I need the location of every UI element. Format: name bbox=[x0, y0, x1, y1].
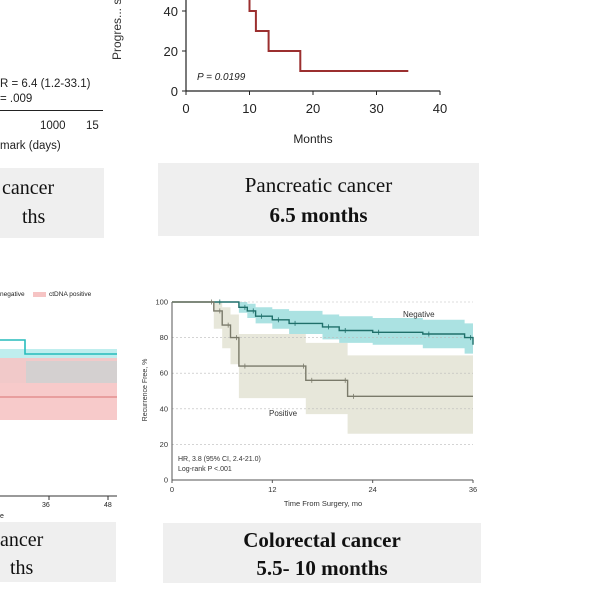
x-tick-label: 15 bbox=[86, 120, 99, 132]
km-curve-positive bbox=[172, 301, 473, 397]
x-axis-label: Time From Surgery, mo bbox=[284, 499, 362, 508]
confidence-band-negative bbox=[172, 302, 473, 370]
x-tick-label: 1000 bbox=[40, 120, 66, 132]
x-axis-label: mark (days) bbox=[0, 140, 61, 152]
top-right-caption: Pancreatic cancer 6.5 months bbox=[158, 163, 479, 236]
overlap-band bbox=[26, 361, 117, 383]
km-curve bbox=[248, 0, 409, 72]
series-label-positive: Positive bbox=[269, 409, 298, 418]
caption-line: 6.5 months bbox=[269, 203, 368, 227]
y-axis-label: Recurrence Free, % bbox=[142, 359, 149, 422]
y-axis-label: Progres... surv... bbox=[110, 0, 124, 60]
y-tick-label: 20 bbox=[164, 44, 178, 59]
hr-annotation: HR, 3.8 (95% CI, 2.4-21.0) bbox=[178, 456, 261, 463]
caption-line: ths bbox=[22, 206, 46, 228]
y-tick-label: 0 bbox=[171, 84, 178, 99]
y-tick-label: 40 bbox=[164, 4, 178, 19]
negative-curve bbox=[0, 339, 117, 355]
hr-text: R = 6.4 (1.2-33.1) bbox=[0, 78, 91, 90]
caption-line: cancer bbox=[2, 177, 55, 199]
legend-negative: negative bbox=[0, 291, 25, 298]
caption-line: ths bbox=[10, 557, 34, 579]
x-tick-label: 10 bbox=[242, 101, 256, 116]
x-tick-label: 48 bbox=[104, 502, 112, 509]
y-tick-label: 20 bbox=[160, 440, 168, 449]
p-value-text: = .009 bbox=[0, 93, 33, 105]
logrank-annotation: Log-rank P <.001 bbox=[178, 466, 232, 473]
x-tick-label: 30 bbox=[369, 101, 383, 116]
left-km-chart bbox=[0, 339, 117, 500]
x-axis-label: Months bbox=[293, 132, 332, 146]
bottom-right-caption: Colorectal cancer 5.5- 10 months bbox=[163, 523, 481, 583]
x-tick-label: 36 bbox=[469, 485, 477, 494]
x-tick-label: 20 bbox=[306, 101, 320, 116]
x-axis-label: e bbox=[0, 513, 4, 520]
caption-line: Colorectal cancer bbox=[243, 528, 401, 552]
top-left-caption: cancer ths bbox=[0, 168, 104, 238]
y-tick-label: 60 bbox=[160, 369, 168, 378]
x-tick-label: 36 bbox=[42, 502, 50, 509]
top-left-panel: R = 6.4 (1.2-33.1) = .009 1000 15 mark (… bbox=[0, 0, 110, 165]
legend-swatch bbox=[33, 292, 46, 297]
caption-line: 5.5- 10 months bbox=[256, 556, 388, 580]
caption-line: ancer bbox=[0, 529, 44, 551]
km-curve-negative bbox=[172, 301, 474, 345]
pancreatic-km-chart: 0 10 20 30 40 0 20 40 Progres... surv... P = 0.… bbox=[110, 0, 447, 146]
confidence-band-positive bbox=[172, 302, 473, 434]
legend-positive: ctDNA positive bbox=[49, 291, 92, 298]
caption-line: Pancreatic cancer bbox=[244, 173, 393, 197]
x-tick-label: 24 bbox=[368, 485, 376, 494]
bottom-left-panel: negative ctDNA positive 36 48 e bbox=[0, 285, 120, 525]
y-tick-label: 80 bbox=[160, 333, 168, 342]
y-tick-label: 0 bbox=[164, 476, 168, 485]
x-axis-line bbox=[0, 110, 103, 111]
series-label-negative: Negative bbox=[403, 310, 435, 319]
x-tick-label: 0 bbox=[182, 101, 189, 116]
chart-bands bbox=[0, 349, 117, 420]
y-tick-label: 40 bbox=[160, 404, 168, 413]
x-tick-label: 12 bbox=[268, 485, 276, 494]
y-tick-label: 100 bbox=[155, 298, 168, 307]
colorectal-km-chart: 0 12 24 36 0 20 40 60 80 100 Recurrence Free, % T… bbox=[142, 298, 477, 509]
p-value-annotation: P = 0.0199 bbox=[197, 72, 246, 83]
bottom-left-caption: ancer ths bbox=[0, 522, 116, 582]
x-tick-label: 40 bbox=[433, 101, 447, 116]
x-tick-label: 0 bbox=[170, 485, 174, 494]
